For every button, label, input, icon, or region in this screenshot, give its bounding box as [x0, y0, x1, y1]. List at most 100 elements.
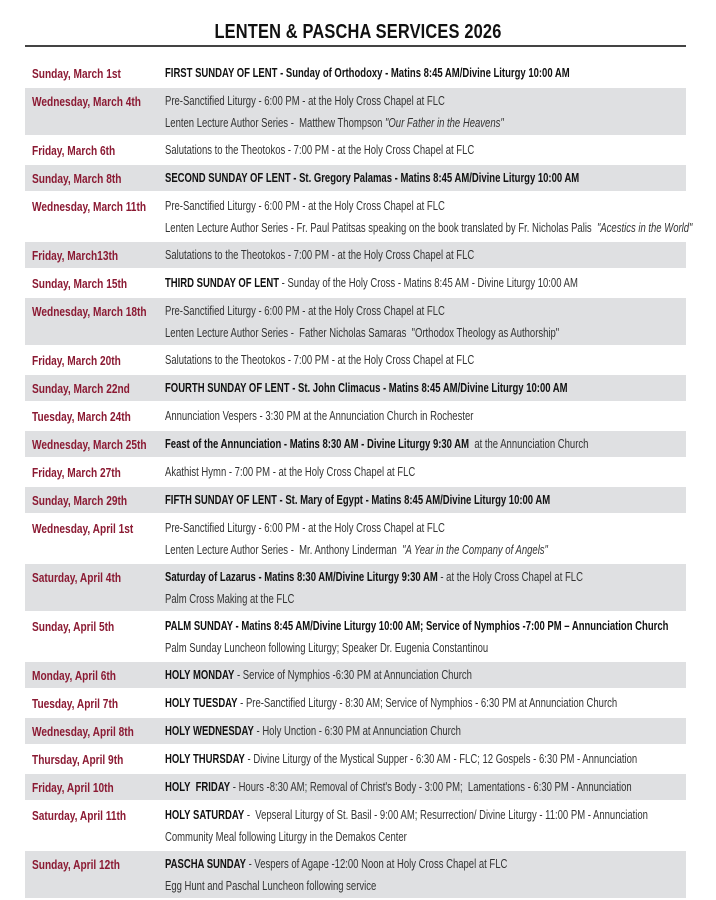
schedule-row: Friday, March 27th Akathist Hymn - 7:00 P…	[25, 459, 686, 485]
service-date: Friday, March 6th	[32, 143, 116, 158]
service-text: Salutations to the Theotokos - 7:00 PM -…	[165, 353, 475, 367]
schedule-row: Friday, March 6th Salutations to the Theo…	[25, 137, 686, 163]
service-text: Palm Cross Making at the FLC	[165, 592, 295, 606]
service-date: Wednesday, April 8th	[32, 724, 134, 739]
service-highlight: Saturday of Lazarus - Matins 8:30 AM/Div…	[165, 570, 438, 584]
service-text: - Service of Nymphios -6:30 PM at Annunc…	[234, 668, 472, 682]
service-highlight: FIFTH SUNDAY OF LENT - St. Mary of Egypt…	[165, 493, 551, 507]
service-date: Saturday, April 11th	[32, 808, 127, 823]
schedule-row: Sunday, March 22nd FOURTH SUNDAY OF LENT …	[25, 375, 686, 401]
service-date: Sunday, April 5th	[32, 619, 115, 634]
service-note: Palm Cross Making at the FLC	[165, 592, 294, 606]
service-date: Wednesday, April 1st	[32, 521, 134, 536]
service-text: - Vespers of Agape -12:00 Noon at Holy C…	[245, 857, 508, 871]
service-description: HOLY FRIDAY - Hours -8:30 AM; Removal of…	[165, 780, 632, 794]
service-description: Pre-Sanctified Liturgy - 6:00 PM - at th…	[165, 199, 445, 213]
schedule-row: Friday, March 20th Salutations to the The…	[25, 347, 686, 373]
service-date: Friday, March 27th	[32, 465, 121, 480]
schedule-row: Friday, April 10th HOLY FRIDAY - Hours -8…	[25, 774, 686, 800]
service-date: Wednesday, March 4th	[32, 94, 141, 109]
service-date: Friday, March13th	[32, 248, 119, 263]
service-highlight: THIRD SUNDAY OF LENT	[165, 276, 280, 290]
service-text: Annunciation Vespers - 3:30 PM at the An…	[165, 409, 474, 423]
service-text: - Divine Liturgy of the Mystical Supper …	[244, 752, 638, 766]
schedule-row: Wednesday, March 4th Pre-Sanctified Litur…	[25, 88, 686, 135]
service-description: Salutations to the Theotokos - 7:00 PM -…	[165, 248, 474, 262]
service-text: - Sunday of the Holy Cross - Matins 8:45…	[279, 276, 578, 290]
service-description: FOURTH SUNDAY OF LENT - St. John Climacu…	[165, 381, 568, 395]
service-text: Palm Sunday Luncheon following Liturgy; …	[165, 641, 489, 655]
service-description: Saturday of Lazarus - Matins 8:30 AM/Div…	[165, 570, 583, 584]
service-date: Sunday, March 15th	[32, 276, 128, 291]
schedule-table: Sunday, March 1st FIRST SUNDAY OF LENT - …	[25, 60, 692, 900]
service-text: Lenten Lecture Author Series - Mr. Antho…	[165, 543, 403, 557]
service-highlight: PALM SUNDAY - Matins 8:45 AM/Divine Litu…	[165, 619, 669, 633]
service-description: Akathist Hymn - 7:00 PM - at the Holy Cr…	[165, 465, 415, 479]
service-description: FIRST SUNDAY OF LENT - Sunday of Orthodo…	[165, 66, 570, 80]
schedule-row: Wednesday, March 11th Pre-Sanctified Litu…	[25, 193, 692, 240]
service-text: Pre-Sanctified Liturgy - 6:00 PM - at th…	[165, 199, 445, 213]
service-description: Feast of the Annunciation - Matins 8:30 …	[165, 437, 588, 451]
service-text: Pre-Sanctified Liturgy - 6:00 PM - at th…	[165, 94, 445, 108]
service-description: Salutations to the Theotokos - 7:00 PM -…	[165, 353, 474, 367]
service-text: Egg Hunt and Paschal Luncheon following …	[165, 879, 377, 893]
service-highlight: HOLY TUESDAY	[165, 696, 238, 710]
service-highlight: FOURTH SUNDAY OF LENT - St. John Climacu…	[165, 381, 568, 395]
schedule-row: Thursday, April 9th HOLY THURSDAY - Divin…	[25, 746, 686, 772]
service-note: Community Meal following Liturgy in the …	[165, 830, 407, 844]
schedule-row: Wednesday, March 18th Pre-Sanctified Litu…	[25, 298, 686, 345]
lecture-title: "Acestics in the World"	[596, 221, 693, 235]
lecture-title: "A Year in the Company of Angels"	[402, 543, 548, 557]
service-date: Tuesday, April 7th	[32, 696, 119, 711]
service-text: Lenten Lecture Author Series - Fr. Paul …	[165, 221, 597, 235]
service-description: THIRD SUNDAY OF LENT - Sunday of the Hol…	[165, 276, 578, 290]
service-text: - Pre-Sanctified Liturgy - 8:30 AM; Serv…	[237, 696, 618, 710]
service-text: - at the Holy Cross Chapel at FLC	[437, 570, 583, 584]
service-text: Lenten Lecture Author Series - Father Ni…	[165, 326, 560, 340]
service-highlight: HOLY FRIDAY	[165, 780, 231, 794]
title-divider	[25, 45, 686, 47]
service-text: - Holy Unction - 6:30 PM at Annunciation…	[253, 724, 461, 738]
service-description: Salutations to the Theotokos - 7:00 PM -…	[165, 143, 474, 157]
service-date: Wednesday, March 25th	[32, 437, 147, 452]
schedule-row: Saturday, April 11th HOLY SATURDAY - Veps…	[25, 802, 686, 849]
service-description: SECOND SUNDAY OF LENT - St. Gregory Pala…	[165, 171, 579, 185]
service-highlight: Feast of the Annunciation - Matins 8:30 …	[165, 437, 470, 451]
service-highlight: HOLY SATURDAY	[165, 808, 245, 822]
service-description: HOLY TUESDAY - Pre-Sanctified Liturgy - …	[165, 696, 617, 710]
service-text: at the Annunciation Church	[469, 437, 589, 451]
service-highlight: HOLY WEDNESDAY	[165, 724, 254, 738]
schedule-row: Saturday, April 4th Saturday of Lazarus -…	[25, 564, 686, 611]
service-highlight: SECOND SUNDAY OF LENT - St. Gregory Pala…	[165, 171, 580, 185]
service-date: Saturday, April 4th	[32, 570, 122, 585]
service-description: PALM SUNDAY - Matins 8:45 AM/Divine Litu…	[165, 619, 668, 633]
schedule-row: Sunday, March 29th FIFTH SUNDAY OF LENT -…	[25, 487, 686, 513]
schedule-row: Friday, March13th Salutations to the Theo…	[25, 242, 686, 268]
schedule-row: Wednesday, April 8th HOLY WEDNESDAY - Hol…	[25, 718, 686, 744]
service-note: Lenten Lecture Author Series - Matthew T…	[165, 116, 504, 130]
schedule-row: Wednesday, March 25th Feast of the Annunc…	[25, 431, 686, 457]
schedule-row: Sunday, March 1st FIRST SUNDAY OF LENT - …	[25, 60, 686, 86]
schedule-row: Wednesday, April 1st Pre-Sanctified Litur…	[25, 515, 686, 562]
service-description: HOLY MONDAY - Service of Nymphios -6:30 …	[165, 668, 472, 682]
service-text: - Hours -8:30 AM; Removal of Christ's Bo…	[230, 780, 632, 794]
service-description: HOLY WEDNESDAY - Holy Unction - 6:30 PM …	[165, 724, 461, 738]
service-description: HOLY SATURDAY - Vepseral Liturgy of St. …	[165, 808, 648, 822]
service-description: HOLY THURSDAY - Divine Liturgy of the My…	[165, 752, 637, 766]
service-description: FIFTH SUNDAY OF LENT - St. Mary of Egypt…	[165, 493, 550, 507]
service-date: Wednesday, March 11th	[32, 199, 147, 214]
service-note: Lenten Lecture Author Series - Mr. Antho…	[165, 543, 548, 557]
service-text: - Vepseral Liturgy of St. Basil - 9:00 A…	[244, 808, 648, 822]
service-date: Monday, April 6th	[32, 668, 116, 683]
service-highlight: FIRST SUNDAY OF LENT - Sunday of Orthodo…	[165, 66, 570, 80]
service-note: Lenten Lecture Author Series - Fr. Paul …	[165, 221, 692, 235]
service-date: Sunday, March 29th	[32, 493, 128, 508]
service-date: Sunday, March 1st	[32, 66, 121, 81]
service-text: Akathist Hymn - 7:00 PM - at the Holy Cr…	[165, 465, 416, 479]
page-title: LENTEN & PASCHA SERVICES 2026	[0, 21, 716, 44]
service-note: Lenten Lecture Author Series - Father Ni…	[165, 326, 559, 340]
service-date: Friday, March 20th	[32, 353, 121, 368]
service-date: Sunday, April 12th	[32, 857, 120, 872]
service-description: Pre-Sanctified Liturgy - 6:00 PM - at th…	[165, 304, 445, 318]
schedule-row: Sunday, March 8th SECOND SUNDAY OF LENT -…	[25, 165, 686, 191]
